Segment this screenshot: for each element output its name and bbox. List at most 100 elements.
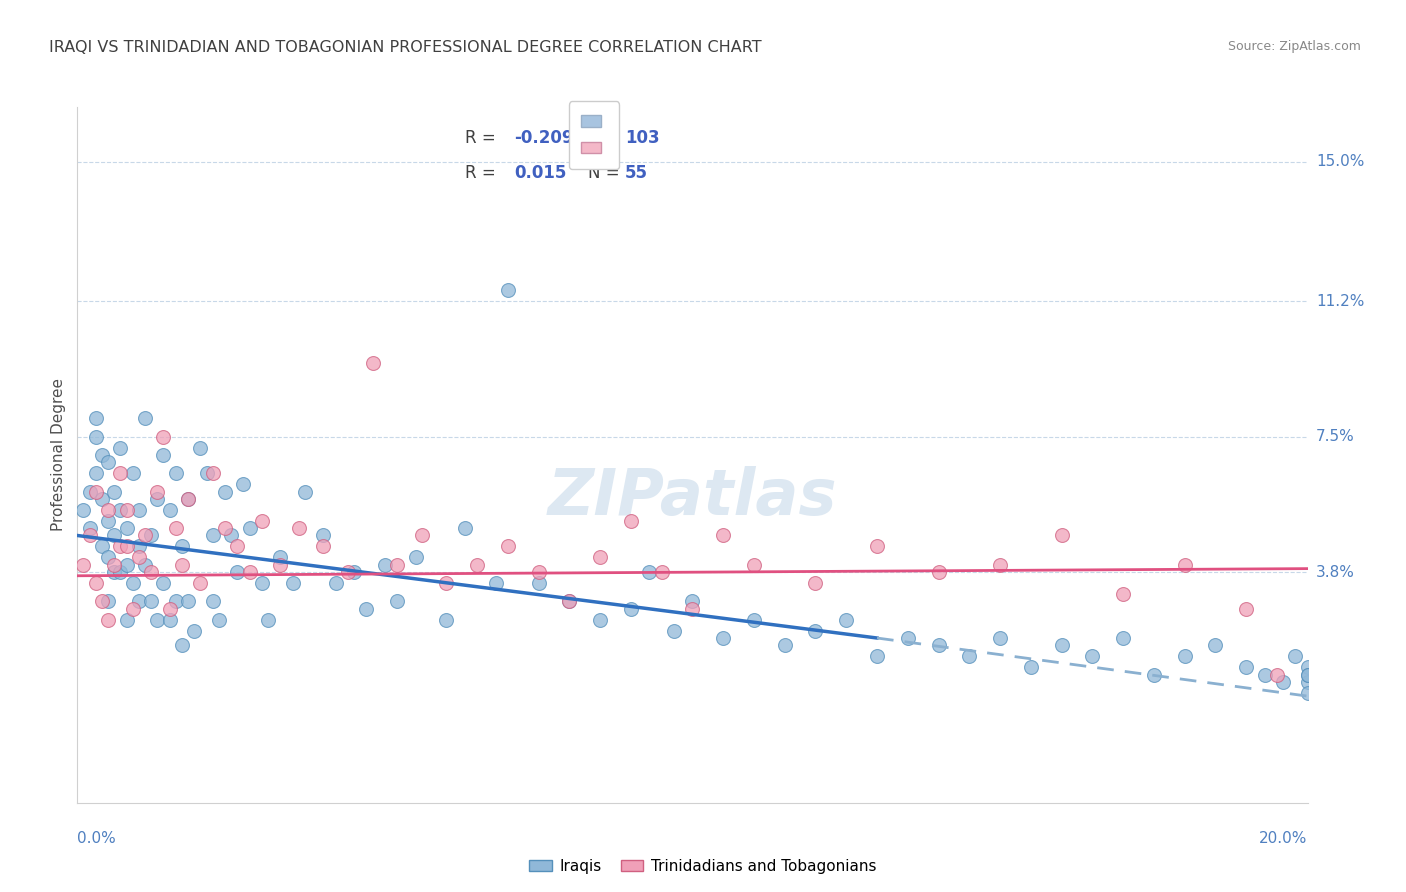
Point	[201, 467, 224, 481]
Text: Source: ZipAtlas.com: Source: ZipAtlas.com	[1227, 40, 1361, 54]
Text: 103: 103	[624, 129, 659, 147]
Point	[188, 441, 212, 455]
Point	[226, 565, 249, 579]
Point	[1296, 675, 1319, 690]
Point	[201, 528, 224, 542]
Text: -0.209: -0.209	[515, 129, 574, 147]
Point	[288, 521, 311, 535]
Point	[214, 484, 236, 499]
Point	[374, 558, 396, 572]
Point	[361, 356, 384, 370]
Point	[589, 550, 612, 565]
Point	[385, 558, 409, 572]
Text: 0.015: 0.015	[515, 164, 567, 182]
Point	[527, 565, 550, 579]
Point	[128, 503, 150, 517]
Text: 7.5%: 7.5%	[1316, 429, 1355, 444]
Point	[835, 613, 858, 627]
Point	[269, 558, 291, 572]
Point	[141, 528, 163, 542]
Text: N =: N =	[588, 164, 620, 182]
Point	[103, 484, 125, 499]
Point	[97, 550, 120, 565]
Text: R =: R =	[465, 129, 495, 147]
Point	[159, 613, 181, 627]
Point	[110, 503, 132, 517]
Point	[325, 576, 347, 591]
Point	[1112, 587, 1135, 601]
Point	[115, 503, 138, 517]
Point	[134, 558, 156, 572]
Point	[312, 528, 335, 542]
Point	[957, 649, 980, 664]
Point	[141, 565, 163, 579]
Point	[97, 503, 120, 517]
Point	[121, 601, 143, 615]
Point	[1272, 675, 1295, 690]
Point	[804, 576, 827, 591]
Point	[711, 528, 734, 542]
Point	[1284, 649, 1306, 664]
Point	[79, 528, 101, 542]
Point	[269, 550, 291, 565]
Point	[165, 467, 187, 481]
Point	[72, 503, 94, 517]
Point	[84, 576, 107, 591]
Point	[97, 594, 120, 608]
Point	[97, 455, 120, 469]
Legend: , : ,	[569, 102, 619, 169]
Point	[146, 613, 169, 627]
Point	[662, 624, 685, 638]
Point	[84, 429, 107, 443]
Point	[134, 528, 156, 542]
Point	[1296, 686, 1319, 700]
Point	[152, 576, 174, 591]
Point	[79, 521, 101, 535]
Point	[84, 411, 107, 425]
Point	[405, 550, 427, 565]
Point	[159, 601, 181, 615]
Point	[84, 484, 107, 499]
Point	[866, 540, 889, 554]
Point	[1296, 667, 1319, 681]
Point	[294, 484, 316, 499]
Text: IRAQI VS TRINIDADIAN AND TOBAGONIAN PROFESSIONAL DEGREE CORRELATION CHART: IRAQI VS TRINIDADIAN AND TOBAGONIAN PROF…	[49, 40, 762, 55]
Point	[195, 467, 218, 481]
Point	[121, 467, 143, 481]
Point	[1143, 667, 1166, 681]
Point	[90, 594, 114, 608]
Point	[558, 594, 581, 608]
Point	[121, 576, 143, 591]
Point	[165, 594, 187, 608]
Point	[170, 540, 193, 554]
Point	[177, 491, 200, 506]
Point	[411, 528, 433, 542]
Point	[866, 649, 889, 664]
Point	[1081, 649, 1104, 664]
Point	[496, 540, 519, 554]
Legend: Iraqis, Trinidadians and Tobagonians: Iraqis, Trinidadians and Tobagonians	[523, 853, 883, 880]
Point	[773, 638, 796, 652]
Point	[177, 594, 200, 608]
Point	[115, 558, 138, 572]
Point	[436, 613, 458, 627]
Point	[928, 565, 950, 579]
Point	[1253, 667, 1275, 681]
Point	[90, 491, 114, 506]
Point	[103, 558, 125, 572]
Point	[454, 521, 477, 535]
Text: 3.8%: 3.8%	[1316, 565, 1355, 580]
Point	[742, 613, 765, 627]
Text: ZIPatlas: ZIPatlas	[548, 466, 837, 528]
Point	[232, 477, 254, 491]
Point	[356, 601, 378, 615]
Point	[165, 521, 187, 535]
Point	[337, 565, 360, 579]
Point	[928, 638, 950, 652]
Point	[804, 624, 827, 638]
Point	[436, 576, 458, 591]
Point	[1204, 638, 1226, 652]
Point	[214, 521, 236, 535]
Point	[208, 613, 231, 627]
Point	[385, 594, 409, 608]
